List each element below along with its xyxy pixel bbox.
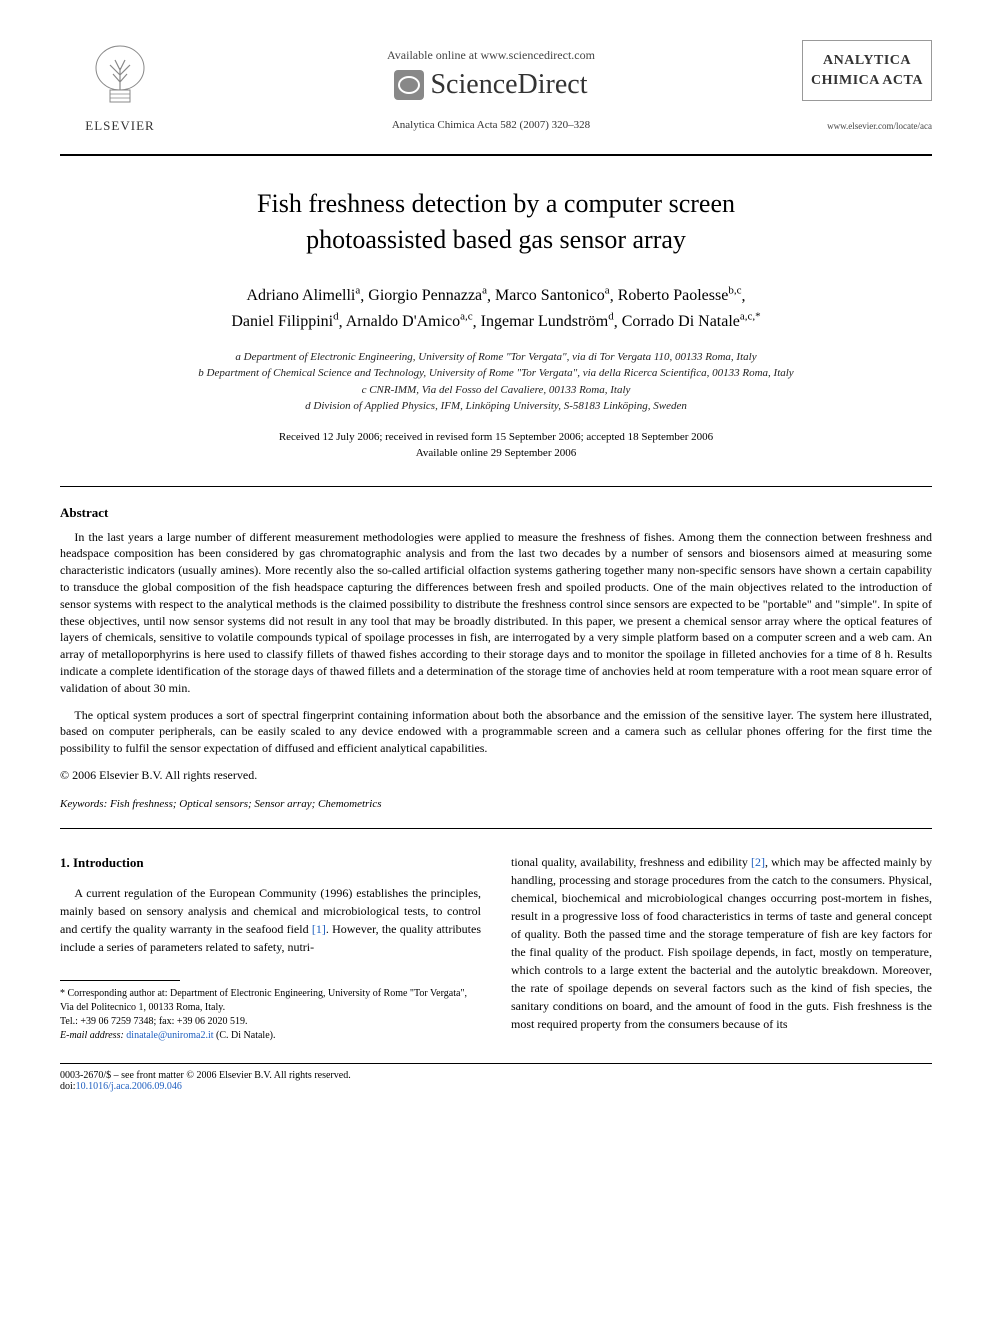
footnote-tel: Tel.: +39 06 7259 7348; fax: +39 06 2020… <box>60 1015 481 1029</box>
journal-box-wrapper: ANALYTICA CHIMICA ACTA www.elsevier.com/… <box>802 40 932 131</box>
body-two-column: 1. Introduction A current regulation of … <box>60 853 932 1044</box>
paper-header: ELSEVIER Available online at www.science… <box>60 40 932 134</box>
abstract-heading: Abstract <box>60 505 932 521</box>
corresponding-author-footnote: * Corresponding author at: Department of… <box>60 987 481 1043</box>
doi-line: doi:10.1016/j.aca.2006.09.046 <box>60 1081 351 1092</box>
elsevier-tree-icon <box>60 40 180 122</box>
intro-paragraph-right: tional quality, availability, freshness … <box>511 853 932 1033</box>
right-column: tional quality, availability, freshness … <box>511 853 932 1044</box>
available-online-text: Available online at www.sciencedirect.co… <box>180 48 802 63</box>
title-line-2: photoassisted based gas sensor array <box>306 225 686 254</box>
doi-label: doi: <box>60 1081 76 1092</box>
header-rule <box>60 154 932 156</box>
article-dates: Received 12 July 2006; received in revis… <box>60 429 932 462</box>
affiliation-a: a Department of Electronic Engineering, … <box>60 349 932 366</box>
author-3: Roberto Paolesseb,c <box>618 287 742 304</box>
abstract-bottom-rule <box>60 828 932 829</box>
footer-rule <box>60 1063 932 1064</box>
dates-received: Received 12 July 2006; received in revis… <box>60 429 932 446</box>
author-7: Corrado Di Natalea,c,* <box>622 313 761 330</box>
center-header: Available online at www.sciencedirect.co… <box>180 40 802 131</box>
author-0: Adriano Alimellia <box>247 287 361 304</box>
sciencedirect-text: ScienceDirect <box>430 69 587 101</box>
footer-left: 0003-2670/$ – see front matter © 2006 El… <box>60 1070 351 1092</box>
left-column: 1. Introduction A current regulation of … <box>60 853 481 1044</box>
author-2: Marco Santonicoa <box>495 287 610 304</box>
author-1: Giorgio Pennazzaa <box>368 287 487 304</box>
footnote-email-label: E-mail address: <box>60 1030 126 1041</box>
title-line-1: Fish freshness detection by a computer s… <box>257 189 735 218</box>
affiliation-d: d Division of Applied Physics, IFM, Link… <box>60 398 932 415</box>
footnote-email-after: (C. Di Natale). <box>214 1030 276 1041</box>
footnote-rule <box>60 980 180 981</box>
dates-online: Available online 29 September 2006 <box>60 445 932 462</box>
abstract-paragraph-2: The optical system produces a sort of sp… <box>60 707 932 757</box>
footnote-corr: * Corresponding author at: Department of… <box>60 987 481 1015</box>
keywords-text: Fish freshness; Optical sensors; Sensor … <box>107 798 381 810</box>
ref-link-2[interactable]: [2] <box>751 855 765 869</box>
footnote-email-line: E-mail address: dinatale@uniroma2.it (C.… <box>60 1029 481 1043</box>
intro-paragraph-left: A current regulation of the European Com… <box>60 884 481 956</box>
ref-link-1[interactable]: [1] <box>312 922 326 936</box>
affiliations: a Department of Electronic Engineering, … <box>60 349 932 415</box>
authors-list: Adriano Alimellia, Giorgio Pennazzaa, Ma… <box>60 283 932 335</box>
journal-name-box: ANALYTICA CHIMICA ACTA <box>802 40 932 101</box>
email-link[interactable]: dinatale@uniroma2.it <box>126 1030 213 1041</box>
abstract-top-rule <box>60 486 932 487</box>
journal-name: ANALYTICA CHIMICA ACTA <box>811 51 923 90</box>
front-matter-text: 0003-2670/$ – see front matter © 2006 El… <box>60 1070 351 1081</box>
footer: 0003-2670/$ – see front matter © 2006 El… <box>60 1070 932 1092</box>
elsevier-logo: ELSEVIER <box>60 40 180 134</box>
affiliation-c: c CNR-IMM, Via del Fosso del Cavaliere, … <box>60 382 932 399</box>
sciencedirect-icon <box>394 70 424 100</box>
author-6: Ingemar Lundströmd <box>481 313 614 330</box>
journal-citation: Analytica Chimica Acta 582 (2007) 320–32… <box>180 119 802 131</box>
journal-url: www.elsevier.com/locate/aca <box>802 121 932 131</box>
keywords-label: Keywords: <box>60 798 107 810</box>
intro-heading: 1. Introduction <box>60 853 481 873</box>
doi-link[interactable]: 10.1016/j.aca.2006.09.046 <box>76 1081 182 1092</box>
keywords-line: Keywords: Fish freshness; Optical sensor… <box>60 798 932 810</box>
article-title: Fish freshness detection by a computer s… <box>60 186 932 259</box>
affiliation-b: b Department of Chemical Science and Tec… <box>60 365 932 382</box>
author-5: Arnaldo D'Amicoa,c <box>346 313 473 330</box>
elsevier-name: ELSEVIER <box>60 118 180 134</box>
sciencedirect-logo: ScienceDirect <box>180 69 802 101</box>
copyright-line: © 2006 Elsevier B.V. All rights reserved… <box>60 767 932 784</box>
author-4: Daniel Filippinid <box>231 313 338 330</box>
abstract-paragraph-1: In the last years a large number of diff… <box>60 529 932 697</box>
